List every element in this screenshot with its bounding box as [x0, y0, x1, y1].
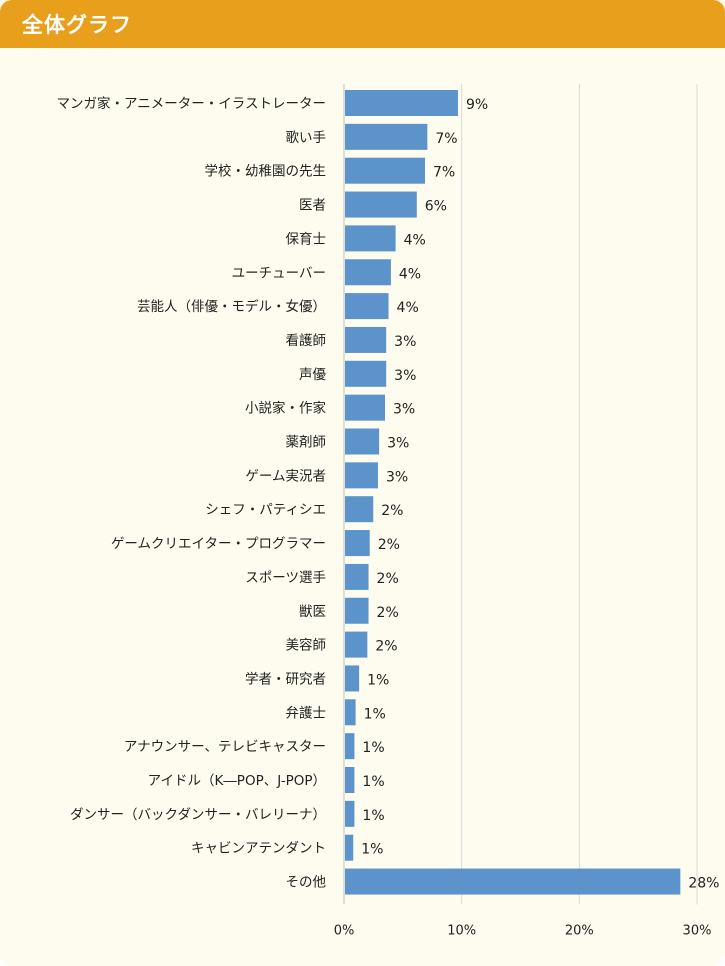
category-label: アナウンサー、テレビキャスター: [124, 739, 326, 755]
x-tick-label: 20%: [565, 923, 594, 938]
value-label: 3%: [386, 469, 408, 485]
category-label: ダンサー（バックダンサー・バレリーナ）: [70, 807, 326, 823]
category-label: 歌い手: [286, 130, 327, 146]
category-label: ゲームクリエイター・プログラマー: [111, 536, 326, 552]
bar: [345, 699, 356, 726]
value-label: 7%: [433, 165, 455, 181]
bar: [345, 360, 387, 387]
bar: [345, 868, 681, 895]
x-tick-label: 30%: [683, 923, 712, 938]
category-label: ユーチューバー: [232, 265, 326, 281]
value-label: 3%: [387, 436, 409, 452]
value-label: 4%: [397, 300, 419, 316]
bar: [345, 800, 355, 827]
category-label: スポーツ選手: [245, 570, 326, 586]
value-label: 2%: [378, 537, 400, 553]
value-label: 9%: [466, 97, 488, 113]
category-label: 弁護士: [286, 705, 327, 721]
value-label: 7%: [435, 131, 457, 147]
page-title: 全体グラフ: [22, 13, 132, 37]
value-label: 3%: [394, 368, 416, 384]
bar: [345, 123, 428, 150]
category-label: 美容師: [286, 637, 327, 654]
category-label: 小説家・作家: [245, 400, 326, 417]
value-label: 3%: [394, 334, 416, 350]
category-label: キャビンアテンダント: [191, 841, 326, 857]
bar: [345, 157, 426, 184]
bar: [345, 225, 396, 252]
value-label: 28%: [688, 876, 719, 892]
bar: [345, 496, 374, 523]
category-label: 看護師: [286, 333, 327, 349]
header-bar: 全体グラフ: [0, 0, 725, 48]
value-label: 2%: [377, 571, 399, 587]
category-label: 学者・研究者: [245, 671, 326, 687]
value-label: 1%: [362, 808, 384, 824]
value-label: 2%: [377, 605, 399, 621]
bar: [345, 834, 354, 861]
value-label: 4%: [404, 232, 426, 248]
bar: [345, 733, 355, 760]
bar: [345, 428, 380, 455]
value-label: 6%: [425, 199, 447, 215]
category-label: 獣医: [299, 604, 326, 620]
value-label: 1%: [361, 842, 383, 858]
value-label: 1%: [367, 672, 389, 688]
category-label: 薬剤師: [286, 435, 327, 451]
value-label: 4%: [399, 266, 421, 282]
value-label: 1%: [364, 706, 386, 722]
x-tick-label: 10%: [447, 923, 476, 938]
value-label: 3%: [393, 402, 415, 418]
bar: [345, 597, 369, 624]
category-label: 保育士: [286, 231, 327, 247]
value-label: 2%: [381, 503, 403, 519]
bar: [345, 530, 370, 557]
category-label: アイドル（K―POP、J-POP）: [148, 773, 326, 789]
category-label: シェフ・パティシエ: [205, 502, 326, 518]
value-label: 2%: [375, 639, 397, 655]
category-label: 医者: [299, 198, 326, 214]
bar: [345, 326, 387, 353]
value-label: 1%: [362, 740, 384, 756]
category-label: その他: [286, 875, 327, 891]
bar: [345, 293, 389, 320]
value-label: 1%: [362, 774, 384, 790]
bar: [345, 259, 391, 286]
x-tick-label: 0%: [334, 923, 355, 938]
bar: [345, 90, 458, 116]
bar: [345, 631, 368, 658]
category-label: 声優: [299, 367, 326, 383]
category-label: 学校・幼稚園の先生: [205, 163, 327, 180]
category-label: ゲーム実況者: [245, 468, 326, 484]
bar: [345, 665, 360, 692]
bar: [345, 563, 369, 590]
bar: [345, 767, 355, 793]
category-label: 芸能人（俳優・モデル・女優）: [137, 298, 326, 315]
bar: [345, 462, 378, 489]
category-label: マンガ家・アニメーター・イラストレーター: [57, 95, 326, 112]
bar: [345, 394, 386, 421]
bar: [345, 191, 417, 218]
